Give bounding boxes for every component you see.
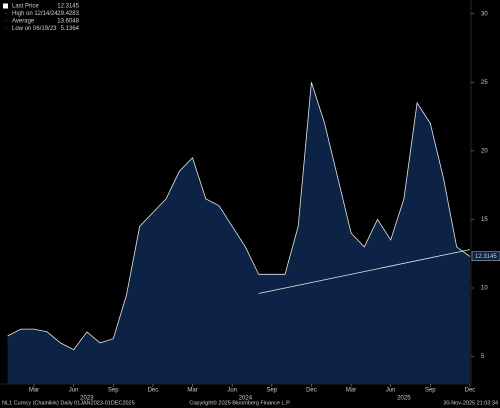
y-tick-label: 5 <box>481 354 485 360</box>
trendline <box>258 249 471 294</box>
legend-value: 29.4283 <box>57 11 79 17</box>
legend-label: Low on 06/19/23 <box>12 26 57 32</box>
legend-value: 12.3145 <box>57 4 79 10</box>
legend-marker: · <box>5 11 7 17</box>
y-tick-label: 10 <box>481 286 488 292</box>
year-label: 2025 <box>397 396 411 402</box>
x-tick-label: Mar <box>187 388 197 394</box>
legend-value: 5.1364 <box>61 26 80 32</box>
x-tick-label: Mar <box>346 388 356 394</box>
area-fill <box>7 82 470 385</box>
x-tick-label: Dec <box>465 388 476 394</box>
y-tick-label: 25 <box>481 80 488 86</box>
last-price-label: 12.3145 <box>475 254 497 260</box>
x-tick-label: Jun <box>69 388 79 394</box>
x-tick-label: Mar <box>29 388 39 394</box>
x-tick-label: Jun <box>227 388 237 394</box>
x-tick-label: Jun <box>386 388 396 394</box>
price-line <box>7 82 471 351</box>
footer-text: NL1 Curncy (Chainlink) Daily 01JAN2023-0… <box>2 400 135 406</box>
legend-marker: · <box>5 19 7 25</box>
last-price-box <box>471 251 500 262</box>
legend-label: Average <box>12 19 35 25</box>
legend-swatch <box>3 3 8 9</box>
legend-marker: · <box>5 26 7 32</box>
legend-value: 13.6048 <box>57 19 79 25</box>
year-label: 2024 <box>239 396 253 402</box>
y-tick-label: 15 <box>481 217 488 223</box>
footer-text: 30-Nov-2025 21:03:34 <box>443 400 498 406</box>
x-tick-label: Dec <box>148 388 159 394</box>
legend-label: High on 12/14/24 <box>12 11 58 17</box>
y-tick-label: 30 <box>481 11 488 17</box>
legend-label: Last Price <box>12 4 39 10</box>
year-label: 2023 <box>80 396 94 402</box>
x-tick-label: Sep <box>425 388 436 394</box>
footer-text: Copyright© 2025 Bloomberg Finance L.P. <box>189 399 291 406</box>
x-tick-label: Dec <box>306 388 317 394</box>
y-tick-label: 20 <box>481 148 488 154</box>
x-tick-label: Sep <box>266 388 277 394</box>
x-tick-label: Sep <box>108 388 119 394</box>
